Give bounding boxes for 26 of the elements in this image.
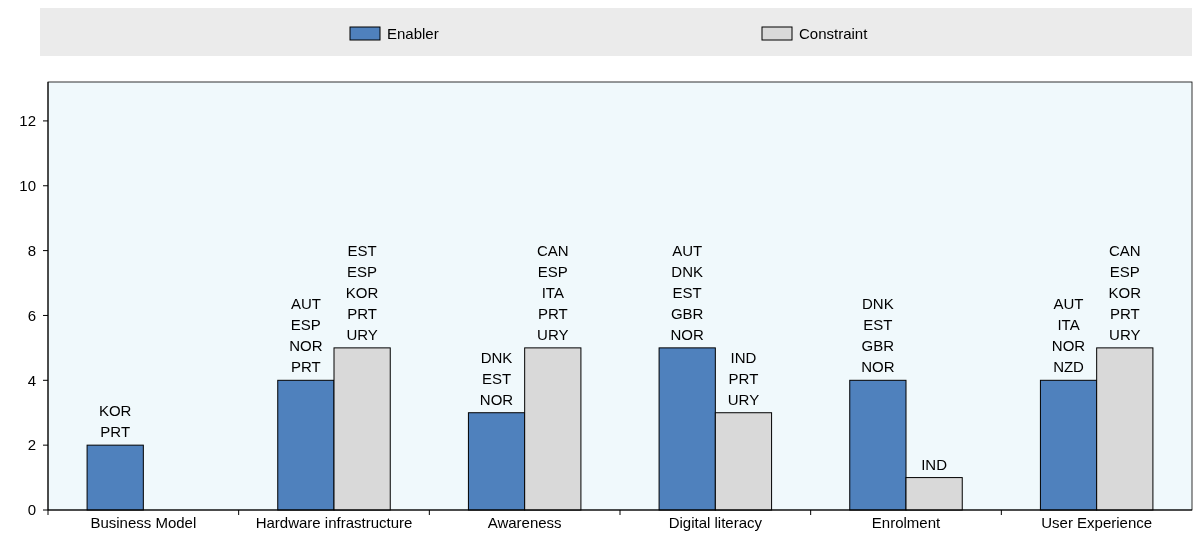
x-tick-label: Business Model bbox=[90, 514, 197, 531]
data-label: AUT ESP NOR PRT bbox=[289, 295, 323, 376]
data-label: AUT DNK EST GBR NOR bbox=[670, 241, 705, 343]
x-tick-label: Enrolment bbox=[871, 514, 942, 531]
legend-label: Constraint bbox=[799, 25, 869, 42]
data-label: CAN ESP ITA PRT URY bbox=[536, 241, 569, 343]
y-tick-label: 10 bbox=[19, 177, 36, 195]
x-tick-label: Hardware infrastructure bbox=[255, 514, 413, 531]
data-label: KOR PRT bbox=[98, 402, 132, 441]
y-tick-label: 4 bbox=[27, 371, 36, 389]
data-label: IND PRT URY bbox=[727, 348, 760, 408]
x-tick-label: User Experience bbox=[1041, 514, 1153, 531]
data-label: IND bbox=[921, 455, 948, 473]
data-label: EST ESP KOR PRT URY bbox=[345, 241, 379, 343]
y-tick-label: 6 bbox=[27, 306, 36, 324]
y-tick-label: 12 bbox=[19, 112, 36, 130]
x-tick-label: Awareness bbox=[487, 514, 562, 531]
data-label: AUT ITA NOR NZD bbox=[1051, 295, 1086, 376]
data-label: DNK EST GBR NOR bbox=[861, 295, 895, 376]
data-label: CAN ESP KOR PRT URY bbox=[1108, 241, 1142, 343]
x-tick-label: Digital literacy bbox=[668, 514, 763, 531]
data-label: DNK EST NOR bbox=[479, 348, 514, 408]
y-tick-label: 8 bbox=[27, 241, 36, 259]
y-tick-label: 0 bbox=[27, 501, 36, 519]
legend-label: Enabler bbox=[387, 25, 439, 42]
y-tick-label: 2 bbox=[27, 436, 36, 454]
